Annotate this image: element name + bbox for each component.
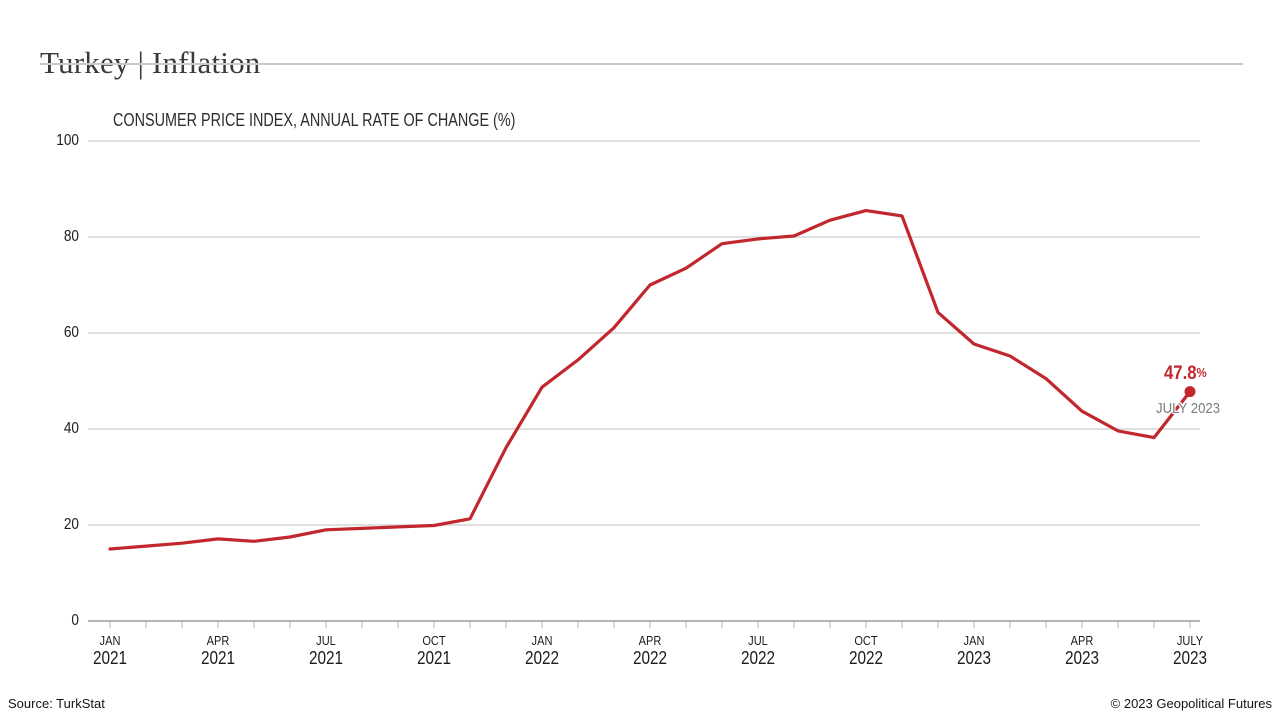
x-tick-month: OCT <box>854 633 878 648</box>
x-tick-year: 2022 <box>848 648 884 668</box>
y-axis-tick-label: 20 <box>63 516 79 533</box>
x-tick-month: JUL <box>748 633 768 648</box>
x-tick-year: 2021 <box>308 648 344 668</box>
x-tick-month: JAN <box>963 633 985 648</box>
x-tick-month: APR <box>1070 633 1094 648</box>
y-axis-tick-label: 80 <box>63 228 79 245</box>
y-axis-tick-label: 100 <box>56 132 79 149</box>
x-axis-tick-label: JAN 2023 <box>938 633 1009 668</box>
x-tick-year: 2021 <box>416 648 452 668</box>
x-tick-month: APR <box>638 633 662 648</box>
inflation-line <box>108 209 1192 551</box>
x-tick-year: 2023 <box>1064 648 1100 668</box>
x-tick-year: 2022 <box>524 648 560 668</box>
x-tick-year: 2022 <box>740 648 776 668</box>
annotation-percent-sign: % <box>1196 365 1207 380</box>
x-axis-tick-label: OCT 2021 <box>398 633 469 668</box>
x-tick-month: APR <box>206 633 230 648</box>
x-tick-year: 2023 <box>956 648 992 668</box>
x-axis-tick-label: JULY 2023 <box>1154 633 1225 668</box>
x-axis-tick-label: APR 2021 <box>182 633 253 668</box>
x-axis-tick-label: JAN 2022 <box>506 633 577 668</box>
x-axis-tick-label: JUL 2022 <box>722 633 793 668</box>
latest-point-marker <box>1184 386 1196 398</box>
source-credit: Source: TurkStat <box>8 696 105 711</box>
x-axis-tick-label: OCT 2022 <box>830 633 901 668</box>
title-divider <box>40 63 1243 65</box>
y-axis-tick-label: 0 <box>71 612 79 629</box>
annotation-date-label: JULY 2023 <box>1156 400 1221 417</box>
x-tick-year: 2023 <box>1172 648 1208 668</box>
x-tick-year: 2021 <box>200 648 236 668</box>
x-tick-month: JAN <box>531 633 553 648</box>
x-axis-tick-label: JAN 2021 <box>74 633 145 668</box>
x-axis-tick-label: APR 2022 <box>614 633 685 668</box>
x-tick-month: OCT <box>422 633 446 648</box>
y-axis-tick-label: 60 <box>63 324 79 341</box>
y-axis-tick-label: 40 <box>63 420 79 437</box>
chart-subtitle: CONSUMER PRICE INDEX, ANNUAL RATE OF CHA… <box>113 110 516 130</box>
copyright-notice: © 2023 Geopolitical Futures <box>1110 696 1272 711</box>
x-tick-month: JULY <box>1176 633 1204 648</box>
x-axis-tick-label: APR 2023 <box>1046 633 1117 668</box>
x-tick-month: JUL <box>316 633 336 648</box>
x-axis-tick-label: JUL 2021 <box>290 633 361 668</box>
x-tick-year: 2021 <box>92 648 128 668</box>
page-title: Turkey | Inflation <box>40 44 261 80</box>
annotation-number: 47.8 <box>1164 363 1197 384</box>
annotation-value: 47.8% <box>1164 363 1207 383</box>
x-tick-month: JAN <box>99 633 121 648</box>
x-tick-year: 2022 <box>632 648 668 668</box>
